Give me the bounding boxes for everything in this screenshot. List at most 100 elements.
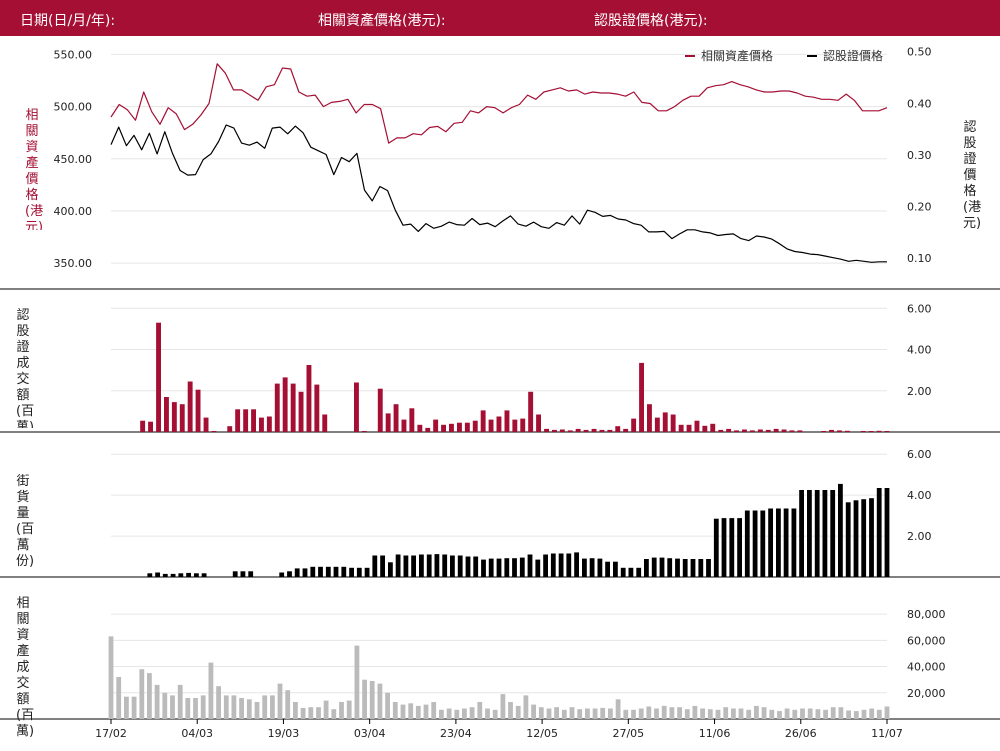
street-stock-bar: [605, 561, 610, 577]
street-stock-bar: [690, 559, 696, 577]
asset-turnover-bar: [246, 699, 252, 719]
warrant-turnover-bar: [694, 420, 700, 432]
warrant-turnover-bar: [203, 417, 209, 432]
date-label: 日期(日/月/年):: [20, 13, 116, 29]
asset-turnover-bar: [108, 636, 114, 719]
asset-turnover-bar: [400, 704, 406, 719]
asset-turnover-bar: [293, 702, 298, 719]
asset-turnover-bar: [538, 707, 544, 719]
asset-turnover-bar: [561, 709, 567, 719]
street-stock-bar: [341, 566, 347, 577]
street-stock-bar: [838, 483, 843, 577]
warrant-turnover-bar: [765, 429, 771, 432]
warrant-turnover-bar: [528, 391, 534, 432]
asset-turnover-bar: [784, 708, 790, 719]
warrant-turnover-bar: [425, 427, 431, 432]
asset-turnover-bar: [846, 710, 851, 719]
warrant-turnover-bar: [457, 422, 462, 432]
warrant-turnover-bar: [654, 417, 660, 432]
asset-turnover-tick-label: 40,000: [907, 661, 946, 674]
street-stock-bar: [760, 510, 766, 577]
street-stock-bar: [752, 510, 758, 577]
street-stock-tick-label: 4.00: [907, 489, 932, 502]
asset-turnover-bar: [884, 706, 890, 719]
warrant-price-label: 認股證價格(港元):: [594, 13, 708, 29]
warrant-turnover-bar: [211, 431, 217, 432]
street-stock-bar: [465, 556, 471, 577]
asset-turnover-bar: [861, 709, 867, 719]
warrant-turnover-bar: [575, 428, 581, 432]
asset-turnover-bar: [316, 707, 321, 719]
asset-turnover-bar: [531, 704, 536, 719]
warrant-turnover-bar: [686, 424, 692, 432]
asset-turnover-bar: [746, 709, 752, 719]
street-stock-bar: [496, 558, 502, 577]
asset-turnover-bar: [777, 711, 782, 719]
x-tick-label: 11/07: [871, 727, 903, 740]
asset-turnover-bar: [200, 695, 206, 719]
asset-turnover-axis-title-wrap: 相關資產成交額(百萬): [16, 596, 34, 739]
asset-turnover-bar: [223, 695, 229, 719]
warrant-turnover-bar: [734, 430, 739, 432]
warrant-turnover-bar: [179, 404, 185, 432]
street-stock-bar: [457, 555, 463, 577]
asset-turnover-bar: [823, 709, 828, 719]
street-stock-bar: [861, 499, 867, 577]
header-bar: 日期(日/月/年): 相關資產價格(港元): 認股證價格(港元):: [0, 0, 1000, 36]
asset-turnover-bar: [646, 706, 652, 719]
warrant-turnover-bar: [274, 383, 280, 432]
warrant-turnover-bar: [718, 429, 724, 432]
warrant-turnover-bar: [464, 422, 470, 432]
street-stock-tick-label: 2.00: [907, 530, 932, 543]
warrant-turnover-bar: [496, 416, 502, 432]
asset-turnover-bar: [300, 707, 306, 719]
street-stock-bar: [442, 554, 448, 577]
asset-turnover-bar: [339, 702, 344, 719]
asset-turnover-bar: [577, 709, 583, 719]
asset-turnover-bar: [608, 708, 613, 719]
warrant-turnover-bar: [647, 404, 652, 432]
asset-turnover-bar: [477, 702, 483, 719]
asset-turnover-bar: [623, 709, 629, 719]
asset-turnover-bar: [177, 684, 183, 719]
asset-turnover-bar: [492, 709, 498, 719]
asset-turnover-bar: [231, 695, 237, 719]
street-stock-bar: [799, 490, 804, 577]
warrant-turnover-bar: [140, 420, 146, 432]
x-tick-label: 04/03: [181, 727, 213, 740]
asset-turnover-bar: [515, 705, 521, 719]
x-tick-label: 12/05: [526, 727, 558, 740]
street-stock-bar: [194, 573, 199, 577]
asset-turnover-bar: [638, 708, 644, 719]
street-stock-bar: [155, 572, 160, 577]
street-stock-bar: [543, 554, 548, 577]
left-price-tick-label: 500.00: [54, 101, 93, 114]
warrant-turnover-bar: [726, 428, 732, 432]
warrant-turnover-tick-label: 2.00: [907, 385, 932, 398]
street-stock-bar: [411, 555, 416, 577]
warrant-turnover-bar: [227, 426, 233, 432]
warrant-turnover-bar: [552, 429, 557, 432]
street-stock-bar: [884, 488, 890, 577]
warrant-turnover-bar: [884, 431, 890, 432]
asset-turnover-bar: [454, 709, 460, 719]
asset-turnover-bar: [362, 679, 367, 719]
right-price-tick-label: 0.40: [907, 97, 932, 110]
street-stock-bar: [488, 558, 494, 577]
street-stock-bar: [403, 555, 409, 577]
street-stock-bar: [450, 555, 455, 577]
warrant-turnover-bar: [837, 430, 842, 432]
street-stock-bar: [356, 567, 362, 577]
street-stock-axis-title: 街貨量(百萬份): [16, 474, 35, 569]
asset-turnover-bar: [684, 709, 690, 719]
asset-turnover-bar: [723, 707, 729, 719]
warrant-turnover-bar: [591, 428, 597, 432]
street-stock-bar: [380, 555, 385, 577]
asset-turnover-bar: [800, 708, 805, 719]
warrant-turnover-bar: [504, 410, 510, 432]
gridlines: [111, 53, 887, 694]
warrant-turnover-bar: [631, 418, 637, 432]
street-stock-bar: [147, 573, 153, 577]
asset-turnover-bar: [239, 698, 244, 719]
asset-turnover-bar: [331, 709, 337, 719]
